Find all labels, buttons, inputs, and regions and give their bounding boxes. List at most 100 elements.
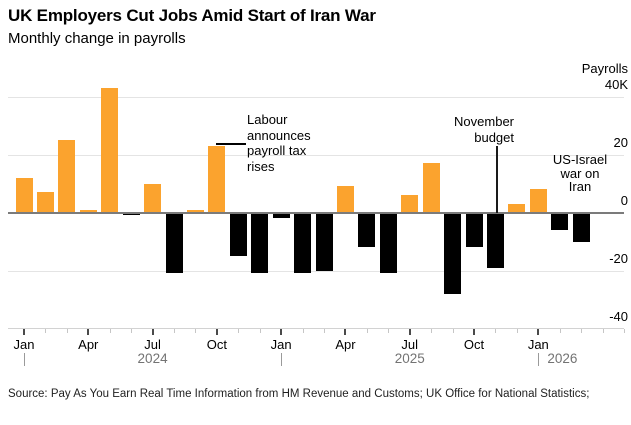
page-title: UK Employers Cut Jobs Amid Start of Iran… xyxy=(8,6,376,25)
annotation-us-israel-war: US-Israel war on Iran xyxy=(541,153,619,194)
x-tick-major xyxy=(87,329,90,335)
annotation-line: announces xyxy=(247,127,311,143)
bar-feb-2024 xyxy=(36,192,54,213)
y-axis-label: 20 xyxy=(613,134,628,150)
gridline xyxy=(8,97,624,98)
x-tick-major xyxy=(23,329,25,335)
bar-oct-2025 xyxy=(465,212,483,248)
x-tick-minor xyxy=(366,329,368,333)
month-label: Jul xyxy=(144,337,161,352)
annotation-line: Labour xyxy=(247,112,288,127)
year-divider xyxy=(281,353,283,366)
x-tick-major xyxy=(537,329,540,335)
x-tick-minor xyxy=(495,329,497,333)
bar-mar-2024 xyxy=(58,140,76,213)
annotation-connector-line xyxy=(216,143,246,145)
annotation-line: US-Israel xyxy=(552,152,608,167)
bar-jan-2025 xyxy=(272,212,290,219)
bar-aug-2024 xyxy=(165,212,183,274)
annotation-line: rises xyxy=(247,158,275,174)
bar-jun-2024 xyxy=(122,212,140,216)
month-label: Apr xyxy=(78,337,99,352)
x-tick-minor xyxy=(195,329,197,333)
x-tick-major xyxy=(280,329,283,335)
bar-oct-2024 xyxy=(208,145,226,213)
bar-may-2024 xyxy=(101,87,119,213)
x-tick-minor xyxy=(388,329,390,333)
bar-may-2025 xyxy=(358,212,376,248)
bar-jan-2024 xyxy=(15,177,33,213)
x-tick-major xyxy=(344,329,347,335)
bar-sep-2024 xyxy=(186,210,204,213)
bar-nov-2024 xyxy=(229,212,247,256)
x-tick-minor xyxy=(559,329,561,333)
x-tick-minor xyxy=(624,329,626,333)
x-tick-major xyxy=(215,329,218,335)
bar-aug-2025 xyxy=(422,163,440,213)
annotation-line: November xyxy=(454,114,514,129)
x-tick-minor xyxy=(174,329,175,333)
bar-nov-2025 xyxy=(486,212,504,268)
annotation-labour-payroll-tax: Labour announces payroll tax rises xyxy=(247,112,311,174)
bar-jul-2025 xyxy=(401,195,419,213)
x-tick-minor xyxy=(238,329,240,333)
annotation-line: Iran xyxy=(568,179,592,194)
month-label: Jan xyxy=(527,337,549,352)
y-axis-label: 0 xyxy=(620,192,628,208)
x-tick-minor xyxy=(324,329,326,333)
annotation-line: budget xyxy=(474,129,514,145)
y-axis-title: Payrolls xyxy=(581,61,628,76)
year-label: 2024 xyxy=(137,351,168,366)
bar-apr-2025 xyxy=(336,186,354,213)
month-label: Jul xyxy=(401,337,419,352)
year-label: 2026 xyxy=(547,351,578,366)
x-tick-minor xyxy=(259,329,261,333)
bar-jun-2025 xyxy=(379,212,397,274)
year-divider xyxy=(24,353,25,366)
y-axis-label: 40K xyxy=(604,76,628,92)
x-tick-minor xyxy=(302,329,304,333)
chart-subtitle: Monthly change in payrolls xyxy=(8,30,186,47)
gridline xyxy=(8,271,624,272)
bar-dec-2024 xyxy=(251,212,269,274)
bar-jan-2026 xyxy=(529,189,547,213)
bar-jul-2024 xyxy=(144,183,162,213)
bar-mar-2025 xyxy=(315,212,333,271)
x-tick-minor xyxy=(131,329,133,333)
month-label: Oct xyxy=(206,337,227,352)
x-axis-line xyxy=(8,328,624,329)
source-note: Source: Pay As You Earn Real Time Inform… xyxy=(8,388,590,400)
bar-apr-2024 xyxy=(79,209,97,213)
month-label: Jan xyxy=(13,337,35,352)
annotation-november-budget: November budget xyxy=(424,114,514,145)
x-tick-minor xyxy=(45,329,47,333)
month-label: Apr xyxy=(335,337,356,352)
bar-mar-2026 xyxy=(572,212,590,242)
x-tick-minor xyxy=(452,329,454,333)
bar-feb-2025 xyxy=(294,212,312,274)
x-tick-minor xyxy=(581,329,583,333)
month-label: Oct xyxy=(463,337,485,352)
year-divider xyxy=(538,353,540,366)
annotation-pointer-line xyxy=(496,146,498,213)
bar-feb-2026 xyxy=(551,212,569,230)
x-tick-minor xyxy=(66,329,68,333)
bar-dec-2025 xyxy=(508,203,526,213)
annotation-line: war on xyxy=(560,165,600,181)
annotation-line: payroll tax xyxy=(247,143,307,158)
x-tick-major xyxy=(151,329,154,335)
y-axis-label: -20 xyxy=(609,250,628,266)
x-tick-minor xyxy=(431,329,433,333)
x-tick-minor xyxy=(109,329,111,333)
gridline xyxy=(8,155,624,156)
year-label: 2025 xyxy=(394,351,425,366)
month-label: Jan xyxy=(270,337,292,352)
x-tick-minor xyxy=(602,329,604,333)
y-axis-label: -40 xyxy=(609,308,628,324)
zero-baseline xyxy=(8,211,624,214)
x-tick-major xyxy=(408,329,411,335)
x-tick-major xyxy=(473,329,476,335)
x-tick-minor xyxy=(516,329,518,333)
bar-sep-2025 xyxy=(444,212,462,294)
